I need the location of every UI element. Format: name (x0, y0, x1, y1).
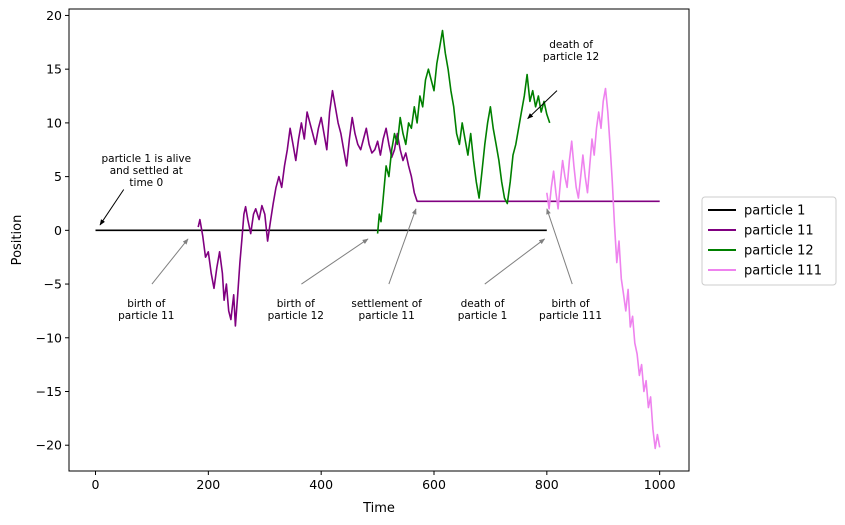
legend-label-0: particle 1 (744, 204, 805, 219)
annotation-arrow-5 (546, 208, 573, 285)
series-line-1 (197, 89, 660, 327)
y-tick-label-1: −15 (36, 384, 62, 399)
y-tick-label-4: 0 (54, 223, 62, 238)
annotation-arrow-4 (484, 238, 546, 285)
x-tick-label-3: 600 (422, 477, 446, 492)
annotation-text-6-0: death of (549, 39, 593, 51)
x-tick-label-1: 200 (196, 477, 220, 492)
axis-layer: 0 200 400 600 800 1000 −20 −15 −10 −5 0 5 10 15 20 (36, 8, 690, 492)
y-tick-label-7: 15 (46, 62, 62, 77)
y-tick-label-6: 10 (46, 115, 62, 130)
legend-frame (701, 196, 837, 286)
annotation-text-5-0: birth of (551, 298, 589, 310)
annotation-arrow-1 (151, 238, 189, 285)
annotation-arrow-3 (388, 208, 417, 285)
annotation-text-0-2: time 0 (129, 177, 163, 189)
y-tick-label-5: 5 (54, 169, 62, 184)
annotation-arrow-6 (527, 90, 558, 120)
x-tick-label-4: 800 (535, 477, 559, 492)
annotation-text-6-1: particle 12 (543, 51, 599, 63)
x-tick-label-0: 0 (92, 477, 100, 492)
annotation-arrow-2 (301, 238, 369, 285)
y-tick-label-2: −10 (36, 330, 62, 345)
y-tick-label-0: −20 (36, 438, 62, 453)
annotation-text-1-1: particle 11 (118, 310, 174, 322)
legend-label-3: particle 111 (744, 264, 822, 279)
series-layer (95, 29, 661, 450)
legend-label-2: particle 12 (744, 244, 814, 259)
annotation-text-4-1: particle 1 (458, 310, 508, 322)
annotation-text-0-1: and settled at (110, 165, 183, 177)
y-tick-label-8: 20 (46, 8, 62, 23)
x-tick-label-2: 400 (309, 477, 333, 492)
legend: particle 1 particle 11 particle 12 particle… (701, 196, 837, 286)
annotation-text-2-0: birth of (277, 298, 315, 310)
legend-label-1: particle 11 (744, 224, 814, 239)
x-tick-label-5: 1000 (644, 477, 676, 492)
annotation-text-1-0: birth of (127, 298, 165, 310)
annotation-text-0-0: particle 1 is alive (101, 153, 191, 165)
x-axis-label: Time (362, 501, 395, 516)
annotation-text-4-0: death of (461, 298, 505, 310)
annotation-arrow-0 (99, 189, 125, 226)
annotation-text-5-1: particle 111 (539, 310, 602, 322)
y-tick-label-3: −5 (44, 277, 62, 292)
series-line-3 (546, 87, 661, 450)
y-axis-label: Position (10, 215, 25, 266)
series-line-2 (376, 29, 551, 234)
annotation-text-3-0: settlement of (351, 298, 422, 310)
annotation-text-3-1: particle 11 (358, 310, 414, 322)
annotation-text-2-1: particle 12 (268, 310, 324, 322)
plot-frame (68, 8, 690, 472)
